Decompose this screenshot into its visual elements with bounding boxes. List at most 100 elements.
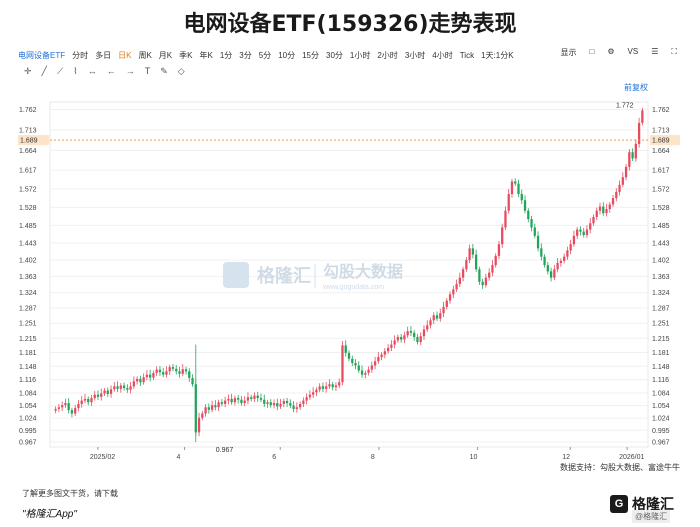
candle-body bbox=[396, 337, 400, 341]
candle-body bbox=[618, 184, 621, 192]
interval-zhouk[interactable]: 周K bbox=[138, 50, 152, 60]
candle-body bbox=[595, 210, 598, 217]
candle-body bbox=[253, 395, 256, 399]
text-tool-icon[interactable]: T bbox=[144, 66, 151, 76]
candle-body bbox=[87, 398, 90, 403]
candle-body bbox=[413, 332, 416, 338]
candle-body bbox=[70, 410, 74, 414]
ray-line-icon[interactable]: ⟋ bbox=[56, 65, 64, 76]
interval-15m[interactable]: 15分 bbox=[302, 50, 319, 60]
interval-3h[interactable]: 3小时 bbox=[404, 50, 426, 60]
measure-icon[interactable]: ↔ bbox=[87, 66, 97, 76]
interval-1m[interactable]: 1分 bbox=[219, 50, 233, 60]
x-tick-label: 12 bbox=[562, 454, 570, 461]
interval-tick[interactable]: Tick bbox=[459, 50, 475, 60]
candle-body bbox=[341, 345, 344, 383]
candle-body bbox=[631, 152, 634, 159]
interval-rik[interactable]: 日K bbox=[118, 50, 132, 60]
candle-body bbox=[246, 397, 250, 401]
candle-body bbox=[100, 393, 103, 397]
interval-2h[interactable]: 2小时 bbox=[377, 50, 398, 60]
interval-yuek[interactable]: 月K bbox=[158, 50, 173, 60]
candle-body bbox=[536, 235, 540, 249]
candle-body bbox=[448, 294, 452, 301]
candle-body bbox=[576, 229, 579, 236]
y-tick-label-left: 0.967 bbox=[19, 439, 37, 446]
candle-body bbox=[126, 388, 129, 390]
candle-body bbox=[380, 354, 383, 358]
settings-icon[interactable]: ⚙ bbox=[607, 47, 615, 56]
candle-body bbox=[204, 407, 207, 414]
interval-3m[interactable]: 3分 bbox=[239, 50, 252, 60]
candle-body bbox=[605, 209, 608, 214]
candle-body bbox=[582, 231, 585, 235]
display-menu[interactable]: 显示 bbox=[560, 48, 577, 57]
candle-body bbox=[592, 217, 595, 224]
candle-body bbox=[400, 337, 403, 340]
candle-body bbox=[566, 250, 569, 257]
interval-10m[interactable]: 10分 bbox=[278, 50, 296, 60]
crosshair-icon[interactable]: ✛ bbox=[24, 65, 32, 76]
trend-line-icon[interactable]: ╱ bbox=[41, 65, 47, 76]
screenshot-icon[interactable]: □ bbox=[589, 47, 595, 56]
candle-body bbox=[562, 256, 566, 261]
symbol-tab[interactable]: 电网设备ETF bbox=[18, 50, 66, 60]
price-chart[interactable]: 格隆汇 勾股大数据 www.gogudata.com 1.689 1.689 1.… bbox=[18, 92, 698, 472]
channel-icon[interactable]: ⌇ bbox=[73, 65, 78, 76]
interval-1h[interactable]: 1小时 bbox=[349, 50, 371, 60]
y-tick-label-left: 1.287 bbox=[19, 306, 37, 313]
candle-body bbox=[165, 371, 168, 375]
watermark-url: www.gogudata.com bbox=[322, 284, 384, 291]
candle-body bbox=[132, 381, 136, 387]
adjustment-toggle[interactable]: 前复权 bbox=[624, 83, 648, 92]
candle-body bbox=[458, 277, 461, 284]
candle-body bbox=[435, 315, 439, 319]
candle-body bbox=[533, 227, 536, 236]
candle-body bbox=[220, 402, 224, 404]
candle-body bbox=[135, 378, 139, 382]
candle-body bbox=[57, 407, 61, 409]
interval-4h[interactable]: 4小时 bbox=[432, 50, 453, 60]
interval-duori[interactable]: 多日 bbox=[95, 50, 112, 60]
candle-body bbox=[377, 357, 380, 362]
interval-niank[interactable]: 年K bbox=[199, 50, 213, 60]
interval-5m[interactable]: 5分 bbox=[258, 50, 272, 60]
candle-body bbox=[445, 300, 448, 307]
candle-body bbox=[276, 403, 279, 407]
y-tick-label-right: 1.287 bbox=[652, 306, 670, 313]
interval-jik[interactable]: 季K bbox=[179, 50, 193, 60]
candle-body bbox=[116, 386, 119, 389]
interval-1d1m[interactable]: 1天:1分K bbox=[481, 50, 514, 60]
brand-handle: @格隆汇 bbox=[632, 510, 671, 523]
watermark-text-1: 格隆汇 bbox=[257, 265, 311, 287]
candle-body bbox=[589, 223, 592, 230]
compare-vs-button[interactable]: VS bbox=[627, 47, 639, 56]
candle-body bbox=[465, 260, 468, 270]
candle-body bbox=[237, 398, 240, 400]
y-tick-label-left: 1.116 bbox=[19, 377, 36, 384]
candle-body bbox=[298, 403, 302, 408]
candle-body bbox=[139, 378, 142, 383]
candle-body bbox=[279, 403, 282, 407]
y-tick-label-left: 1.617 bbox=[19, 168, 37, 175]
interval-30m[interactable]: 30分 bbox=[326, 50, 343, 60]
redo-icon[interactable]: → bbox=[125, 66, 135, 76]
candle-body bbox=[452, 289, 455, 295]
fullscreen-icon[interactable]: ⛶ bbox=[671, 47, 677, 56]
current-price-tag-left bbox=[18, 135, 49, 146]
menu-icon[interactable]: ☰ bbox=[651, 47, 659, 56]
eraser-icon[interactable]: ◇ bbox=[177, 65, 185, 76]
candle-body bbox=[289, 403, 292, 406]
interval-fenshi[interactable]: 分时 bbox=[72, 50, 89, 60]
candle-body bbox=[442, 306, 445, 314]
candle-body bbox=[74, 408, 77, 414]
candle-body bbox=[390, 344, 393, 348]
pen-icon[interactable]: ✎ bbox=[160, 65, 168, 76]
candle-body bbox=[67, 403, 70, 411]
y-tick-label-right: 1.251 bbox=[652, 321, 670, 328]
undo-icon[interactable]: ← bbox=[106, 66, 116, 76]
candle-body bbox=[367, 369, 370, 373]
y-tick-label-left: 1.713 bbox=[19, 128, 37, 135]
candle-body bbox=[347, 352, 351, 359]
candle-body bbox=[497, 244, 501, 256]
